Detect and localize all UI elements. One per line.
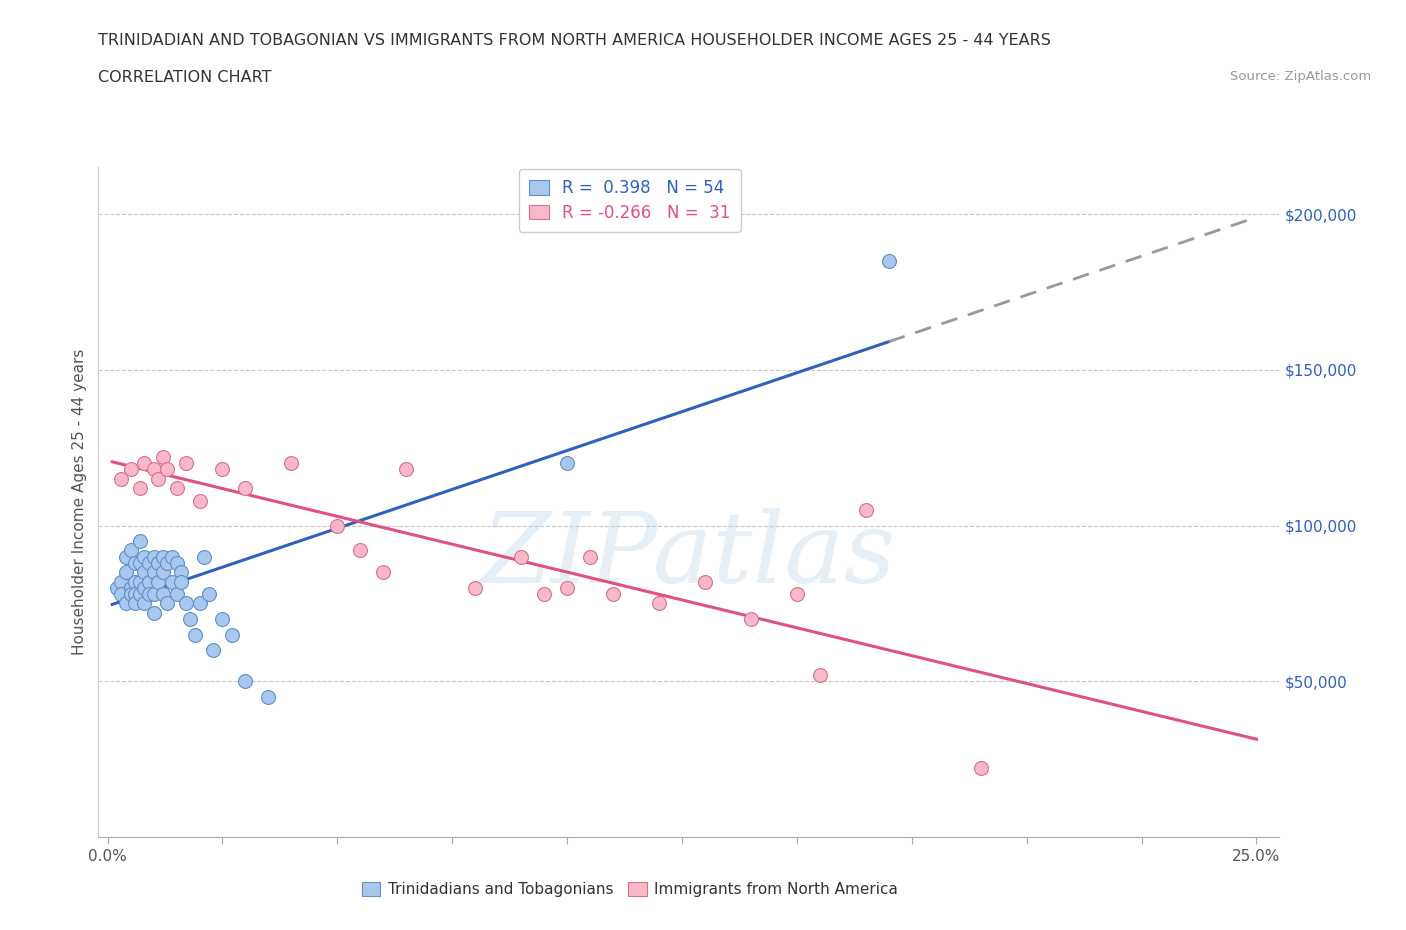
Point [235,481,257,496]
Point [235,674,257,689]
Point [128,587,150,602]
Point [138,555,160,570]
Point [193,550,215,565]
Point [134,456,156,471]
Point [197,587,219,602]
Point [188,596,211,611]
Point [464,580,486,595]
Point [105,580,128,595]
Point [124,587,146,602]
Point [648,596,671,611]
Point [808,668,831,683]
Point [188,493,211,508]
Point [128,574,150,589]
Point [110,587,132,602]
Text: ZIPatlas: ZIPatlas [482,508,896,604]
Point [120,580,142,595]
Text: Source: ZipAtlas.com: Source: ZipAtlas.com [1230,70,1371,83]
Point [115,565,138,579]
Point [786,587,808,602]
Point [877,253,900,268]
Point [160,550,183,565]
Point [146,574,169,589]
Point [555,580,578,595]
Point [110,472,132,486]
Point [395,462,418,477]
Point [326,518,349,533]
Point [179,612,201,627]
Point [160,574,183,589]
Point [156,462,179,477]
Point [124,555,146,570]
Point [128,481,150,496]
Point [115,550,138,565]
Point [152,550,174,565]
Point [202,643,225,658]
Point [128,534,150,549]
Point [211,612,233,627]
Point [110,574,132,589]
Point [138,587,160,602]
Point [740,612,762,627]
Point [142,565,165,579]
Y-axis label: Householder Income Ages 25 - 44 years: Householder Income Ages 25 - 44 years [72,349,87,656]
Point [124,596,146,611]
Point [142,587,165,602]
Point [156,555,179,570]
Point [602,587,624,602]
Point [156,596,179,611]
Point [128,555,150,570]
Point [134,580,156,595]
Point [170,565,193,579]
Point [134,565,156,579]
Point [510,550,533,565]
Point [138,574,160,589]
Point [142,462,165,477]
Point [142,605,165,620]
Point [120,462,142,477]
Point [152,587,174,602]
Point [533,587,555,602]
Point [152,449,174,464]
Point [166,555,188,570]
Point [280,456,302,471]
Point [146,555,169,570]
Point [693,574,716,589]
Point [373,565,395,579]
Point [184,627,207,642]
Point [579,550,602,565]
Legend: Trinidadians and Tobagonians, Immigrants from North America: Trinidadians and Tobagonians, Immigrants… [356,876,904,903]
Point [174,456,197,471]
Point [174,596,197,611]
Text: TRINIDADIAN AND TOBAGONIAN VS IMMIGRANTS FROM NORTH AMERICA HOUSEHOLDER INCOME A: TRINIDADIAN AND TOBAGONIAN VS IMMIGRANTS… [98,33,1052,47]
Point [555,456,578,471]
Point [211,462,233,477]
Point [166,587,188,602]
Point [146,472,169,486]
Point [170,574,193,589]
Point [134,550,156,565]
Point [855,502,877,517]
Point [349,543,371,558]
Point [124,574,146,589]
Point [120,587,142,602]
Point [115,596,138,611]
Point [221,627,243,642]
Point [257,689,280,704]
Point [152,565,174,579]
Point [120,543,142,558]
Text: CORRELATION CHART: CORRELATION CHART [98,70,271,85]
Point [166,481,188,496]
Point [142,550,165,565]
Point [134,596,156,611]
Point [970,761,993,776]
